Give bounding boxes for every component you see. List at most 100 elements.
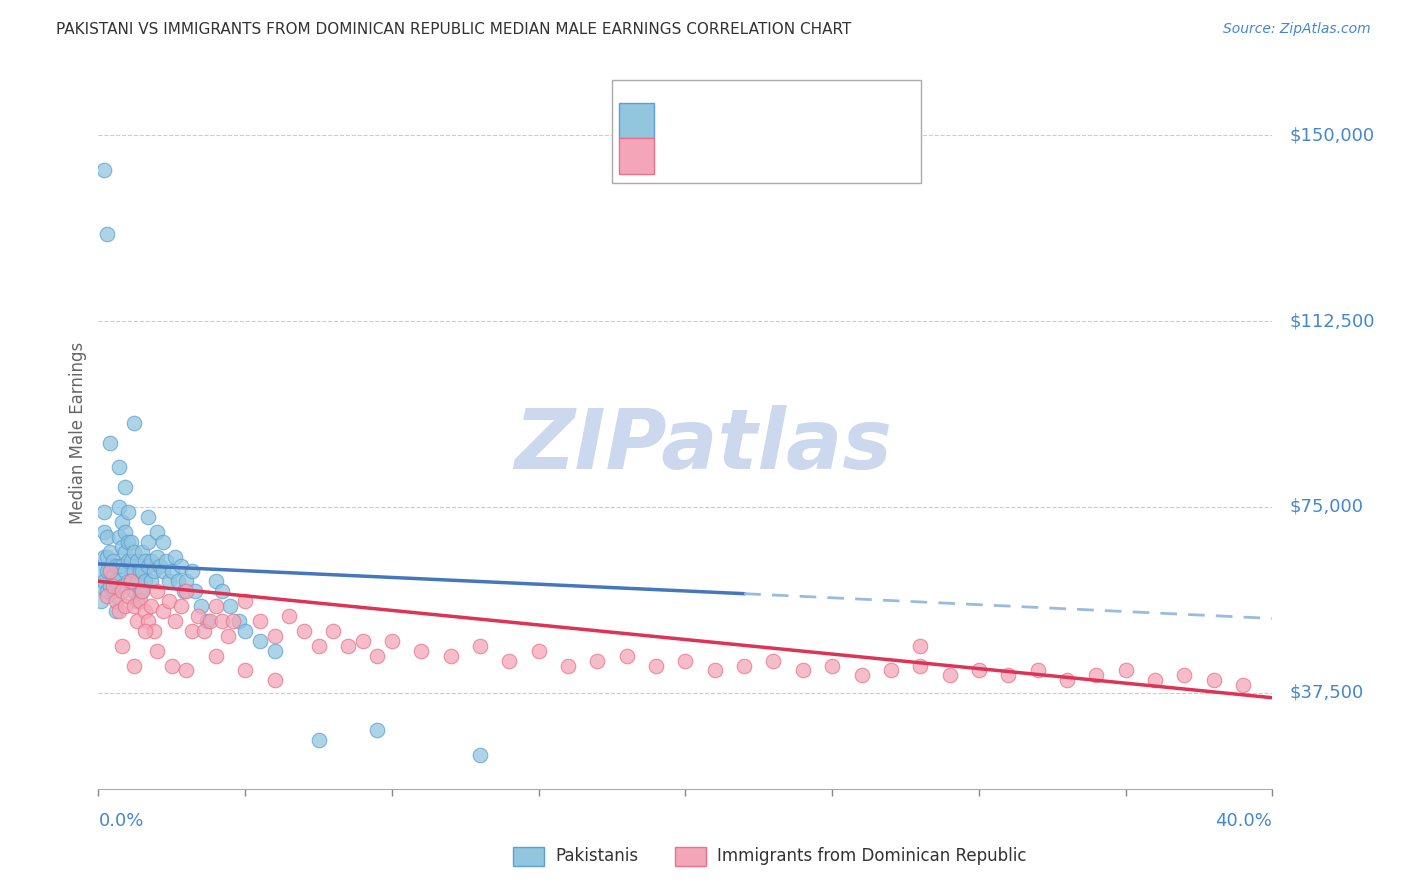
Text: $75,000: $75,000: [1289, 498, 1364, 516]
Point: [411, 643, 433, 657]
Point: [134, 554, 156, 568]
Point: [111, 584, 134, 599]
Point: [146, 584, 169, 599]
Point: [190, 599, 212, 613]
Point: [163, 549, 186, 564]
Point: [498, 654, 520, 668]
Point: [122, 565, 145, 579]
Point: [120, 574, 142, 589]
Text: $37,500: $37,500: [1289, 684, 1364, 702]
Point: [111, 559, 134, 574]
Point: [1202, 673, 1225, 688]
Point: [322, 624, 344, 638]
Point: [733, 658, 755, 673]
Point: [93, 574, 115, 589]
Point: [851, 668, 873, 682]
Point: [233, 624, 256, 638]
Point: [93, 524, 115, 539]
Point: [114, 565, 136, 579]
Point: [101, 584, 124, 599]
Point: [96, 549, 118, 564]
Text: Immigrants from Dominican Republic: Immigrants from Dominican Republic: [717, 847, 1026, 865]
Text: R =: R =: [661, 146, 700, 164]
Point: [222, 614, 245, 628]
Text: Source: ZipAtlas.com: Source: ZipAtlas.com: [1223, 22, 1371, 37]
Point: [105, 574, 128, 589]
Point: [101, 569, 124, 583]
Point: [134, 624, 156, 638]
Point: [1056, 673, 1078, 688]
Text: -0.576: -0.576: [703, 146, 768, 164]
Point: [120, 574, 142, 589]
Point: [114, 599, 136, 613]
Point: [173, 584, 195, 599]
Point: [93, 163, 115, 178]
Point: [1115, 664, 1137, 678]
Point: [141, 554, 163, 568]
Point: [98, 565, 121, 579]
Point: [111, 515, 134, 529]
Point: [163, 614, 186, 628]
Text: $112,500: $112,500: [1289, 312, 1375, 330]
Point: [198, 614, 221, 628]
Point: [136, 559, 159, 574]
Point: [117, 574, 139, 589]
Point: [141, 574, 163, 589]
Point: [205, 574, 228, 589]
Point: [131, 544, 153, 558]
Point: [219, 599, 242, 613]
Point: [821, 658, 844, 673]
Point: [967, 664, 990, 678]
Y-axis label: Median Male Earnings: Median Male Earnings: [69, 342, 87, 524]
Point: [703, 664, 725, 678]
Point: [176, 584, 198, 599]
Point: [205, 599, 228, 613]
Point: [125, 614, 148, 628]
Point: [278, 609, 301, 624]
Point: [125, 554, 148, 568]
Point: [233, 594, 256, 608]
Point: [149, 559, 172, 574]
Point: [122, 416, 145, 430]
Point: [381, 633, 404, 648]
Point: [308, 732, 330, 747]
Point: [176, 574, 198, 589]
Point: [117, 505, 139, 519]
Point: [143, 565, 166, 579]
Point: [136, 534, 159, 549]
Point: [169, 599, 191, 613]
Point: [160, 565, 183, 579]
Point: [131, 565, 153, 579]
Point: [997, 668, 1019, 682]
Point: [233, 664, 256, 678]
Point: [105, 594, 128, 608]
Point: [181, 565, 204, 579]
Point: [938, 668, 960, 682]
Point: [880, 664, 903, 678]
Point: [1232, 678, 1254, 692]
Text: 90: 90: [814, 111, 839, 128]
Point: [125, 594, 148, 608]
Point: [128, 584, 150, 599]
Point: [120, 554, 142, 568]
Point: [117, 554, 139, 568]
Point: [114, 544, 136, 558]
Text: N =: N =: [765, 146, 817, 164]
Text: 81: 81: [814, 146, 845, 164]
Text: 0.0%: 0.0%: [98, 812, 143, 830]
Point: [122, 658, 145, 673]
Point: [211, 584, 233, 599]
Point: [90, 594, 112, 608]
Point: [111, 579, 134, 593]
Point: [249, 614, 271, 628]
Text: N =: N =: [765, 111, 817, 128]
Point: [131, 584, 153, 599]
Point: [910, 658, 932, 673]
Point: [122, 544, 145, 558]
Point: [195, 614, 218, 628]
Text: PAKISTANI VS IMMIGRANTS FROM DOMINICAN REPUBLIC MEDIAN MALE EARNINGS CORRELATION: PAKISTANI VS IMMIGRANTS FROM DOMINICAN R…: [56, 22, 852, 37]
Point: [468, 639, 491, 653]
Point: [468, 747, 491, 762]
Point: [762, 654, 785, 668]
Point: [122, 584, 145, 599]
